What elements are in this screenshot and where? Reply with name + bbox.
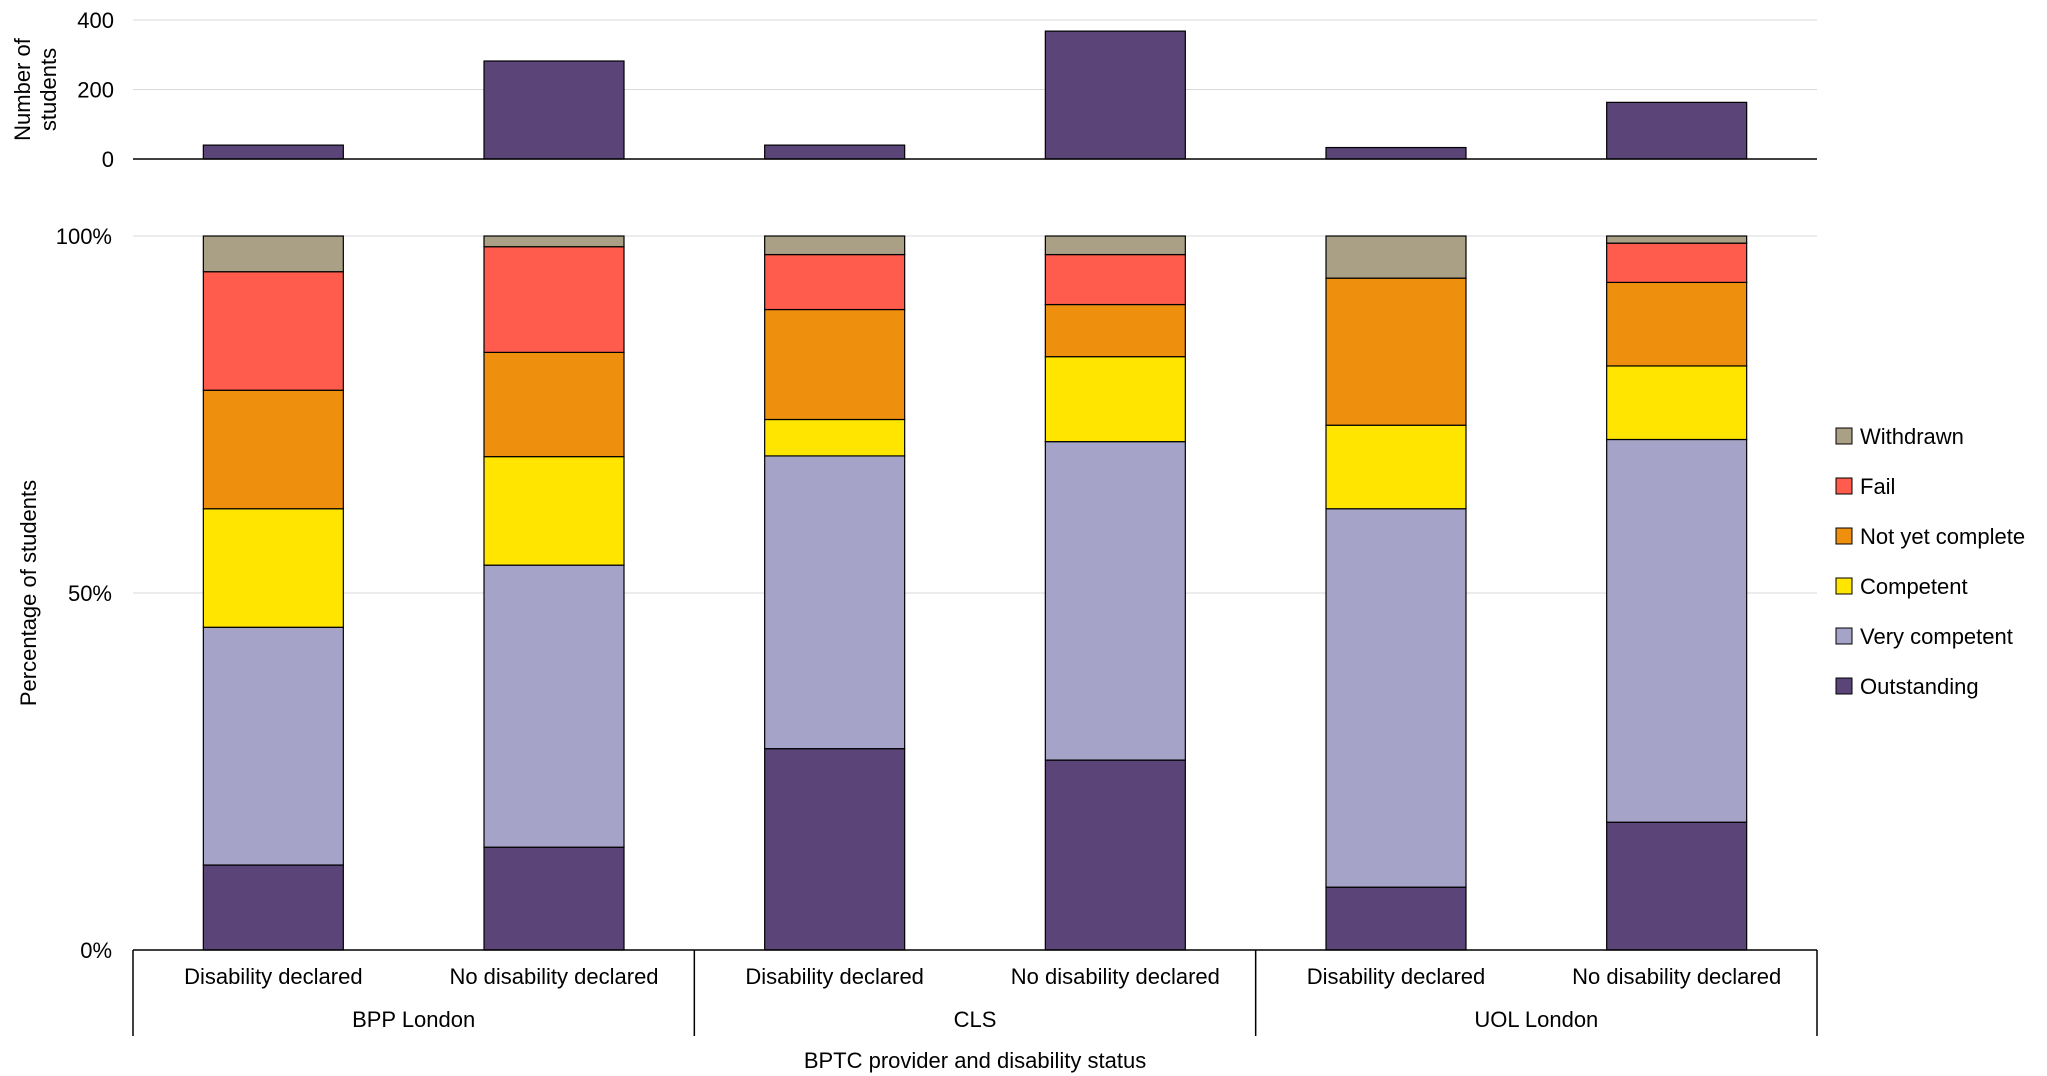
main-y-tick-label: 100% bbox=[56, 224, 112, 249]
stacked-bar-segment bbox=[483, 246, 625, 353]
category-label: Disability declared bbox=[184, 964, 363, 989]
top-count-bar bbox=[1325, 146, 1467, 160]
top-y-tick-label: 200 bbox=[77, 78, 114, 103]
stacked-bar-segment bbox=[1044, 759, 1186, 951]
top-y-tick-label: 0 bbox=[102, 147, 114, 172]
stacked-bar-segment bbox=[483, 235, 625, 248]
stacked-bar-segment bbox=[1044, 441, 1186, 761]
legend-label: Outstanding bbox=[1860, 674, 1979, 699]
stacked-bar-segment bbox=[1044, 235, 1186, 256]
stacked-bar-segment bbox=[1606, 821, 1748, 951]
stacked-bar-segment bbox=[202, 864, 344, 951]
top-y-axis-title-line-2: students bbox=[36, 48, 61, 131]
legend-swatch bbox=[1835, 477, 1853, 495]
x-axis-title: BPTC provider and disability status bbox=[804, 1048, 1146, 1073]
main-y-tick-label: 50% bbox=[68, 581, 112, 606]
stacked-bar-segment bbox=[1325, 235, 1467, 279]
stacked-bar-segment bbox=[764, 455, 906, 750]
stacked-bar-segment bbox=[483, 846, 625, 951]
legend-swatch bbox=[1835, 527, 1853, 545]
legend-label: Competent bbox=[1860, 574, 1968, 599]
stacked-bar-segment bbox=[1606, 235, 1748, 244]
legend-swatch bbox=[1835, 677, 1853, 695]
legend-swatch bbox=[1835, 627, 1853, 645]
stacked-bar-segment bbox=[1325, 424, 1467, 510]
category-label: No disability declared bbox=[1572, 964, 1781, 989]
stacked-bar-segment bbox=[202, 271, 344, 391]
main-y-tick-label: 0% bbox=[80, 938, 112, 963]
legend-label: Fail bbox=[1860, 474, 1895, 499]
stacked-bar-segment bbox=[1606, 242, 1748, 284]
stacked-bar-segment bbox=[483, 564, 625, 848]
stacked-bar-segment bbox=[1325, 886, 1467, 951]
stacked-bar-segment bbox=[202, 389, 344, 510]
top-count-bar bbox=[1044, 30, 1186, 160]
stacked-bar-segment bbox=[1044, 253, 1186, 306]
stacked-bar-segment bbox=[764, 308, 906, 421]
main-y-axis-title: Percentage of students bbox=[16, 480, 41, 706]
group-label: UOL London bbox=[1474, 1007, 1598, 1032]
legend-label: Not yet complete bbox=[1860, 524, 2025, 549]
category-label: No disability declared bbox=[1011, 964, 1220, 989]
stacked-bar-segment bbox=[1325, 277, 1467, 426]
top-count-bar bbox=[1606, 101, 1748, 160]
top-count-bar bbox=[483, 60, 625, 160]
category-label: Disability declared bbox=[745, 964, 924, 989]
stacked-bar-segment bbox=[483, 456, 625, 566]
legend-swatch bbox=[1835, 427, 1853, 445]
stacked-bar-segment bbox=[202, 626, 344, 866]
group-label: CLS bbox=[954, 1007, 997, 1032]
stacked-bar-segment bbox=[1325, 508, 1467, 888]
legend-label: Very competent bbox=[1860, 624, 2013, 649]
stacked-bar-segment bbox=[1606, 365, 1748, 441]
stacked-bar-segment bbox=[483, 351, 625, 458]
stacked-bar-segment bbox=[202, 508, 344, 628]
stacked-bar-segment bbox=[202, 235, 344, 273]
top-y-axis-title-line-1: Number of bbox=[10, 37, 35, 141]
top-count-bar bbox=[764, 144, 906, 160]
top-count-bar bbox=[202, 144, 344, 160]
category-label: Disability declared bbox=[1307, 964, 1486, 989]
stacked-bar-segment bbox=[1044, 356, 1186, 443]
group-label: BPP London bbox=[352, 1007, 475, 1032]
stacked-bar-segment bbox=[764, 235, 906, 256]
legend-label: Withdrawn bbox=[1860, 424, 1964, 449]
legend-swatch bbox=[1835, 577, 1853, 595]
stacked-bar-segment bbox=[1606, 281, 1748, 367]
top-y-tick-label: 400 bbox=[77, 8, 114, 33]
stacked-bar-segment bbox=[764, 253, 906, 311]
stacked-bar-segment bbox=[764, 748, 906, 951]
stacked-bar-segment bbox=[1044, 303, 1186, 358]
stacked-bar-segment bbox=[1606, 438, 1748, 823]
category-label: No disability declared bbox=[449, 964, 658, 989]
stacked-bar-segment bbox=[764, 418, 906, 457]
